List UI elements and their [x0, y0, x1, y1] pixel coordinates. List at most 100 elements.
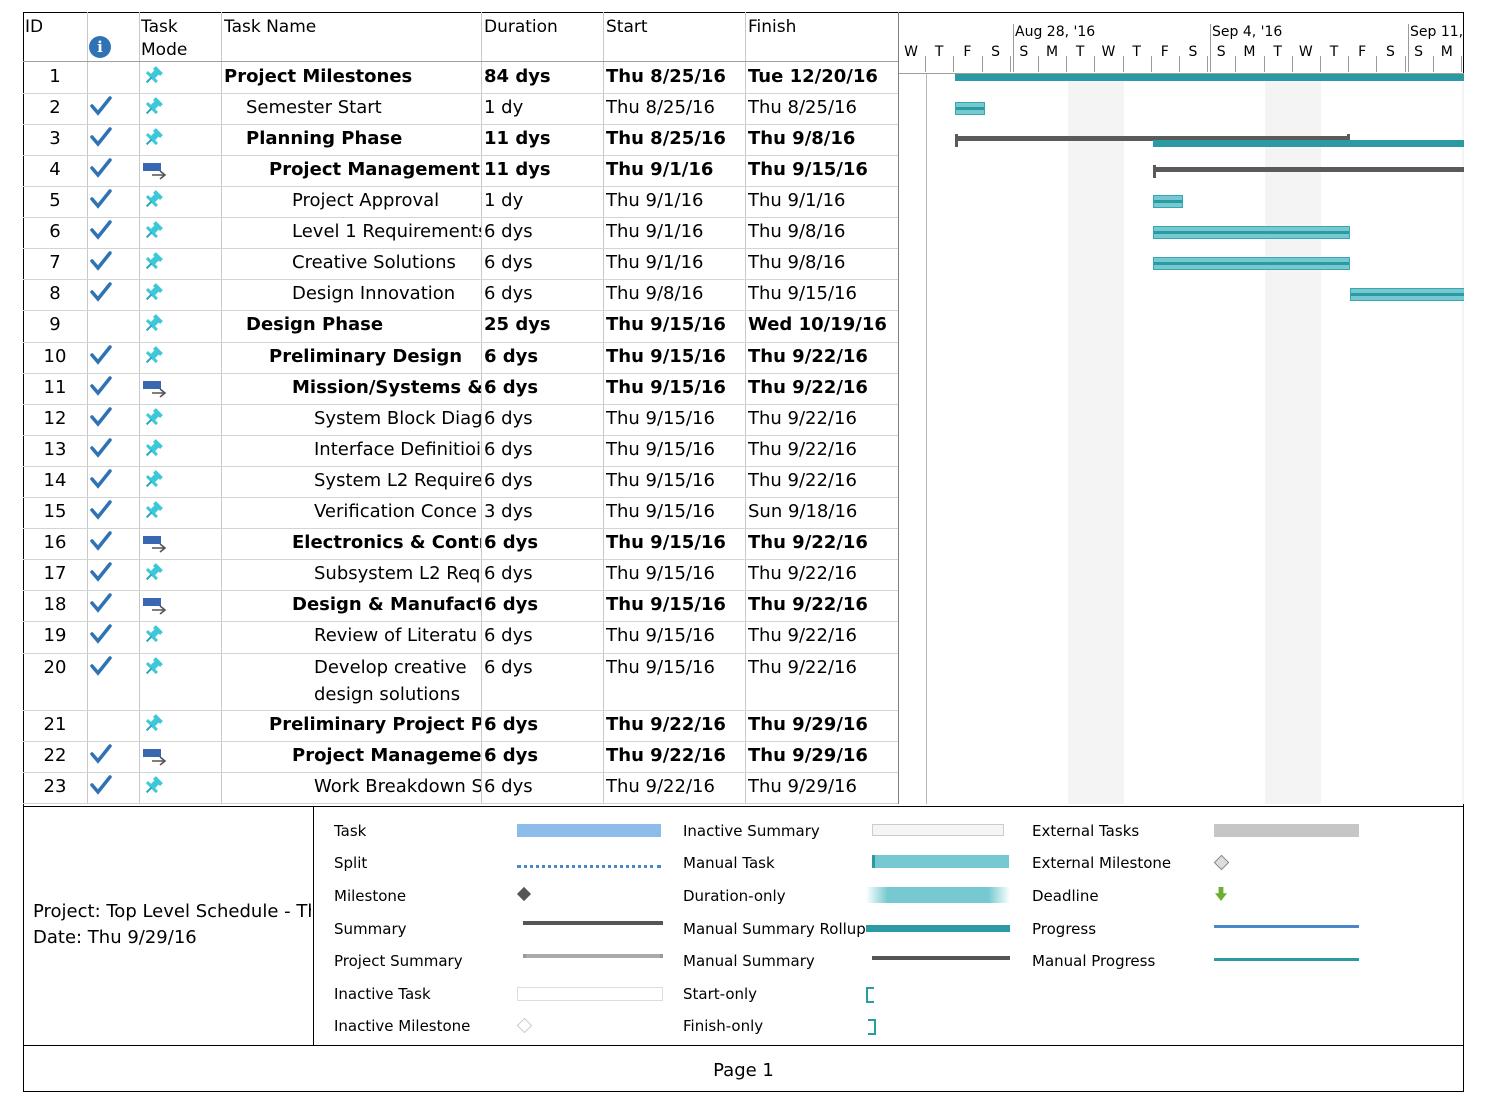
complete-check-icon — [90, 531, 112, 551]
complete-check-icon — [90, 562, 112, 582]
legend-label: External Tasks — [1032, 822, 1140, 840]
manual-task-bar[interactable] — [1153, 257, 1350, 270]
complete-check-icon — [90, 775, 112, 795]
task-finish: Thu 9/22/16 — [748, 346, 868, 367]
task-start: Thu 9/22/16 — [606, 745, 726, 766]
manual-task-pin-icon — [145, 470, 163, 488]
day-label: F — [1358, 44, 1367, 60]
manual-summary-rollup-bar[interactable] — [955, 74, 1464, 81]
legend-label: Inactive Milestone — [334, 1017, 471, 1035]
legend-inactive-milestone-swatch — [516, 1017, 533, 1034]
manual-task-bar[interactable] — [1153, 226, 1350, 239]
task-finish: Thu 9/15/16 — [748, 283, 857, 304]
legend-task-swatch — [517, 824, 661, 837]
task-name: Creative Solutions — [292, 252, 456, 273]
task-finish: Thu 8/25/16 — [748, 97, 857, 118]
row-id: 10 — [43, 346, 67, 367]
row-divider — [23, 93, 898, 94]
row-divider — [23, 772, 898, 773]
task-duration: 6 dys — [484, 408, 533, 429]
manual-task-pin-icon — [145, 625, 163, 643]
row-divider — [23, 155, 898, 156]
manual-task-pin-icon — [145, 221, 163, 239]
column-header-duration[interactable]: Duration — [484, 17, 558, 37]
manual-summary-rollup-bar[interactable] — [1153, 140, 1464, 147]
day-divider — [1461, 56, 1462, 72]
manual-task-pin-icon — [145, 346, 163, 364]
task-finish: Thu 9/29/16 — [748, 745, 868, 766]
row-id: 11 — [43, 377, 67, 398]
task-start: Thu 9/15/16 — [606, 346, 726, 367]
task-name: Design & Manufactu — [292, 594, 481, 615]
manual-task-pin-icon — [145, 439, 163, 457]
auto-scheduled-icon — [143, 381, 167, 398]
task-finish: Thu 9/22/16 — [748, 377, 868, 398]
task-duration: 6 dys — [484, 563, 533, 584]
row-divider — [23, 497, 898, 498]
day-label: F — [963, 44, 972, 60]
day-label: S — [1216, 44, 1226, 60]
task-start: Thu 9/15/16 — [606, 532, 726, 553]
day-label: S — [1188, 44, 1198, 60]
column-divider — [139, 12, 140, 804]
summary-bar[interactable] — [1153, 165, 1464, 178]
day-divider — [1207, 56, 1209, 72]
task-finish: Thu 9/8/16 — [748, 128, 856, 149]
task-start: Thu 9/1/16 — [606, 252, 704, 273]
row-id: 2 — [49, 97, 61, 118]
column-header-finish[interactable]: Finish — [748, 17, 797, 37]
manual-task-bar[interactable] — [955, 102, 985, 115]
complete-check-icon — [90, 251, 112, 271]
row-divider — [23, 559, 898, 560]
complete-check-icon — [90, 744, 112, 764]
legend-manual-summary-rollup-swatch — [866, 925, 1010, 932]
column-header-task-name[interactable]: Task Name — [224, 17, 317, 37]
task-start: Thu 9/22/16 — [606, 776, 715, 797]
legend-label: Milestone — [334, 887, 407, 905]
row-id: 9 — [49, 314, 61, 335]
auto-scheduled-icon — [143, 536, 167, 553]
manual-task-bar[interactable] — [1350, 288, 1464, 301]
task-name: Planning Phase — [246, 128, 403, 149]
task-start: Thu 9/1/16 — [606, 159, 714, 180]
column-divider — [221, 12, 222, 804]
task-finish: Thu 9/22/16 — [748, 470, 857, 491]
row-id: 12 — [43, 408, 67, 429]
day-divider — [1038, 56, 1039, 72]
task-duration: 1 dy — [484, 97, 524, 118]
row-divider — [23, 435, 898, 436]
legend-label: Manual Progress — [1032, 952, 1156, 970]
task-start: Thu 9/8/16 — [606, 283, 704, 304]
legend-external-tasks-swatch — [1214, 824, 1359, 837]
row-divider — [23, 248, 898, 249]
weekend-shading — [1265, 74, 1322, 804]
task-name: Design Phase — [246, 314, 384, 335]
day-label: M — [1045, 44, 1059, 60]
row-divider — [23, 741, 898, 742]
manual-task-pin-icon — [145, 190, 163, 208]
day-divider — [1122, 56, 1124, 72]
task-duration: 25 dys — [484, 314, 551, 335]
complete-check-icon — [90, 500, 112, 520]
column-header-task-mode[interactable]: Task Mode — [141, 16, 219, 62]
legend-inactive-summary-swatch — [872, 824, 1004, 836]
legend-label: External Milestone — [1032, 854, 1172, 872]
complete-check-icon — [90, 282, 112, 302]
column-header-start[interactable]: Start — [606, 17, 648, 37]
row-divider — [23, 186, 898, 187]
row-divider — [23, 279, 898, 280]
task-start: Thu 9/1/16 — [606, 190, 704, 211]
manual-task-pin-icon — [145, 283, 163, 301]
day-label: T — [1273, 44, 1282, 60]
day-label: T — [1132, 44, 1141, 60]
task-start: Thu 9/15/16 — [606, 501, 715, 522]
task-duration: 6 dys — [484, 745, 539, 766]
column-header-id[interactable]: ID — [25, 17, 44, 37]
manual-task-bar[interactable] — [1153, 195, 1183, 208]
column-divider — [481, 12, 482, 804]
task-name: Interface Definitioi — [314, 439, 481, 460]
info-icon[interactable]: i — [89, 36, 111, 58]
task-duration: 6 dys — [484, 594, 539, 615]
task-finish: Thu 9/22/16 — [748, 657, 857, 678]
page-number: Page 1 — [713, 1060, 774, 1081]
